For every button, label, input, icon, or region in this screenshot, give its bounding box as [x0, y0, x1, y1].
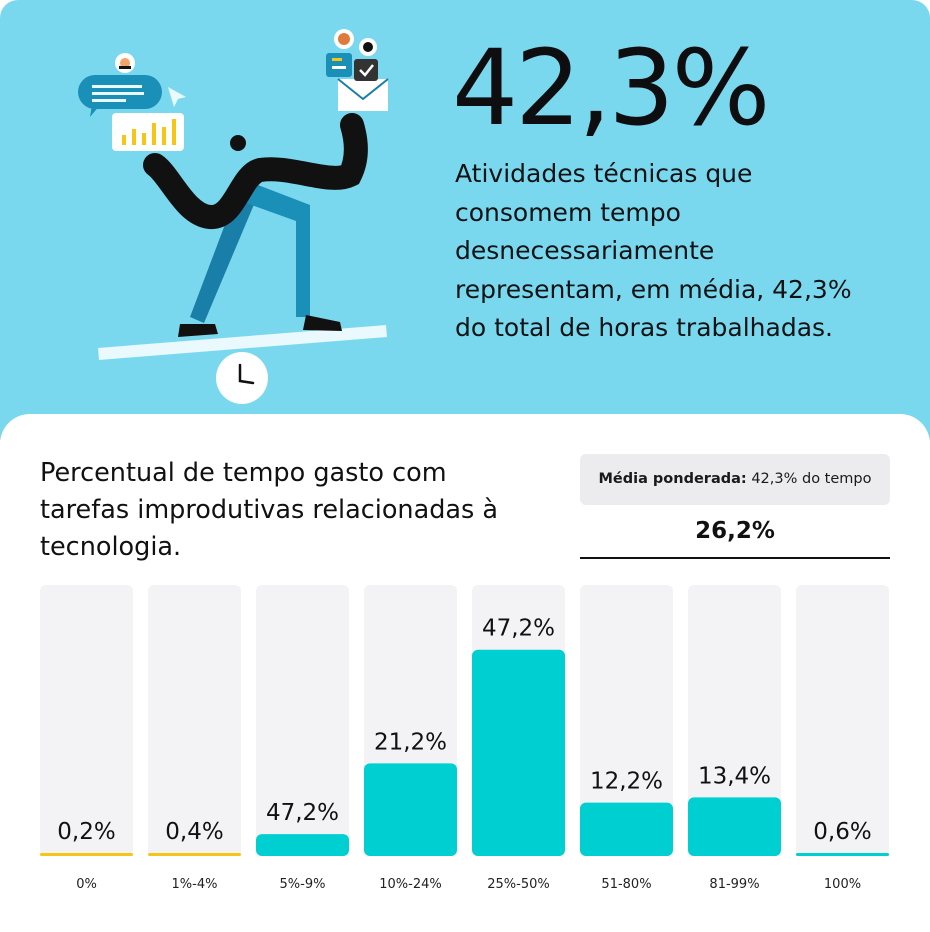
clock-icon	[216, 352, 268, 404]
bar	[796, 853, 889, 856]
average-badge-value: 42,3% do tempo	[751, 471, 872, 487]
hero-panel	[0, 0, 930, 440]
cursor-icon	[168, 87, 186, 107]
illustration	[78, 29, 389, 404]
bar	[256, 834, 349, 856]
checklist-icon	[326, 53, 378, 81]
data-label: 13,4%	[698, 763, 771, 789]
data-label: 0,2%	[57, 819, 115, 845]
bar-chart-icon	[112, 113, 184, 151]
seesaw-plank	[98, 325, 387, 360]
data-label: 21,2%	[374, 729, 447, 755]
tick-label: 5%-9%	[280, 877, 326, 892]
bracket-value: 26,2%	[695, 518, 775, 544]
chat-bubble-icon	[78, 75, 162, 117]
bar	[148, 853, 241, 856]
data-label: 12,2%	[590, 769, 663, 795]
data-label: 0,4%	[165, 819, 223, 845]
data-label: 0,6%	[813, 819, 871, 845]
bar-track	[688, 585, 781, 856]
tick-label: 1%-4%	[172, 877, 218, 892]
data-label: 47,2%	[266, 800, 339, 826]
average-badge: Média ponderada: 42,3% do tempo	[580, 454, 890, 505]
tick-label: 51-80%	[601, 877, 651, 892]
bar-track	[796, 585, 889, 856]
bar-track	[148, 585, 241, 856]
average-badge-label: Média ponderada:	[598, 471, 747, 487]
bracket-line	[580, 557, 890, 559]
tick-label: 81-99%	[709, 877, 759, 892]
bar	[364, 763, 457, 856]
bar-track	[256, 585, 349, 856]
bar	[40, 853, 133, 856]
avatar-icon	[115, 53, 135, 73]
tick-label: 25%-50%	[487, 877, 549, 892]
headline-value: 42,3%	[452, 27, 770, 149]
bar	[472, 649, 565, 856]
chart-title: Percentual de tempo gasto com tarefas im…	[40, 458, 499, 562]
bar-track	[580, 585, 673, 856]
bar	[580, 802, 673, 856]
data-label: 47,2%	[482, 616, 555, 642]
bar-track	[40, 585, 133, 856]
tick-label: 100%	[824, 877, 861, 892]
person-head	[230, 135, 246, 151]
tick-label: 10%-24%	[379, 877, 441, 892]
envelope-icon	[337, 78, 389, 111]
headline-description: Atividades técnicas que consomem tempo d…	[455, 159, 852, 342]
bar-chart: 0,2% 0% 0,4% 1%-4% 47,2% 5%-9% 21,2% 10%-24% 47,…	[40, 585, 889, 892]
tick-label: 0%	[76, 877, 97, 892]
bar	[688, 797, 781, 856]
avatar-icon	[334, 29, 377, 56]
